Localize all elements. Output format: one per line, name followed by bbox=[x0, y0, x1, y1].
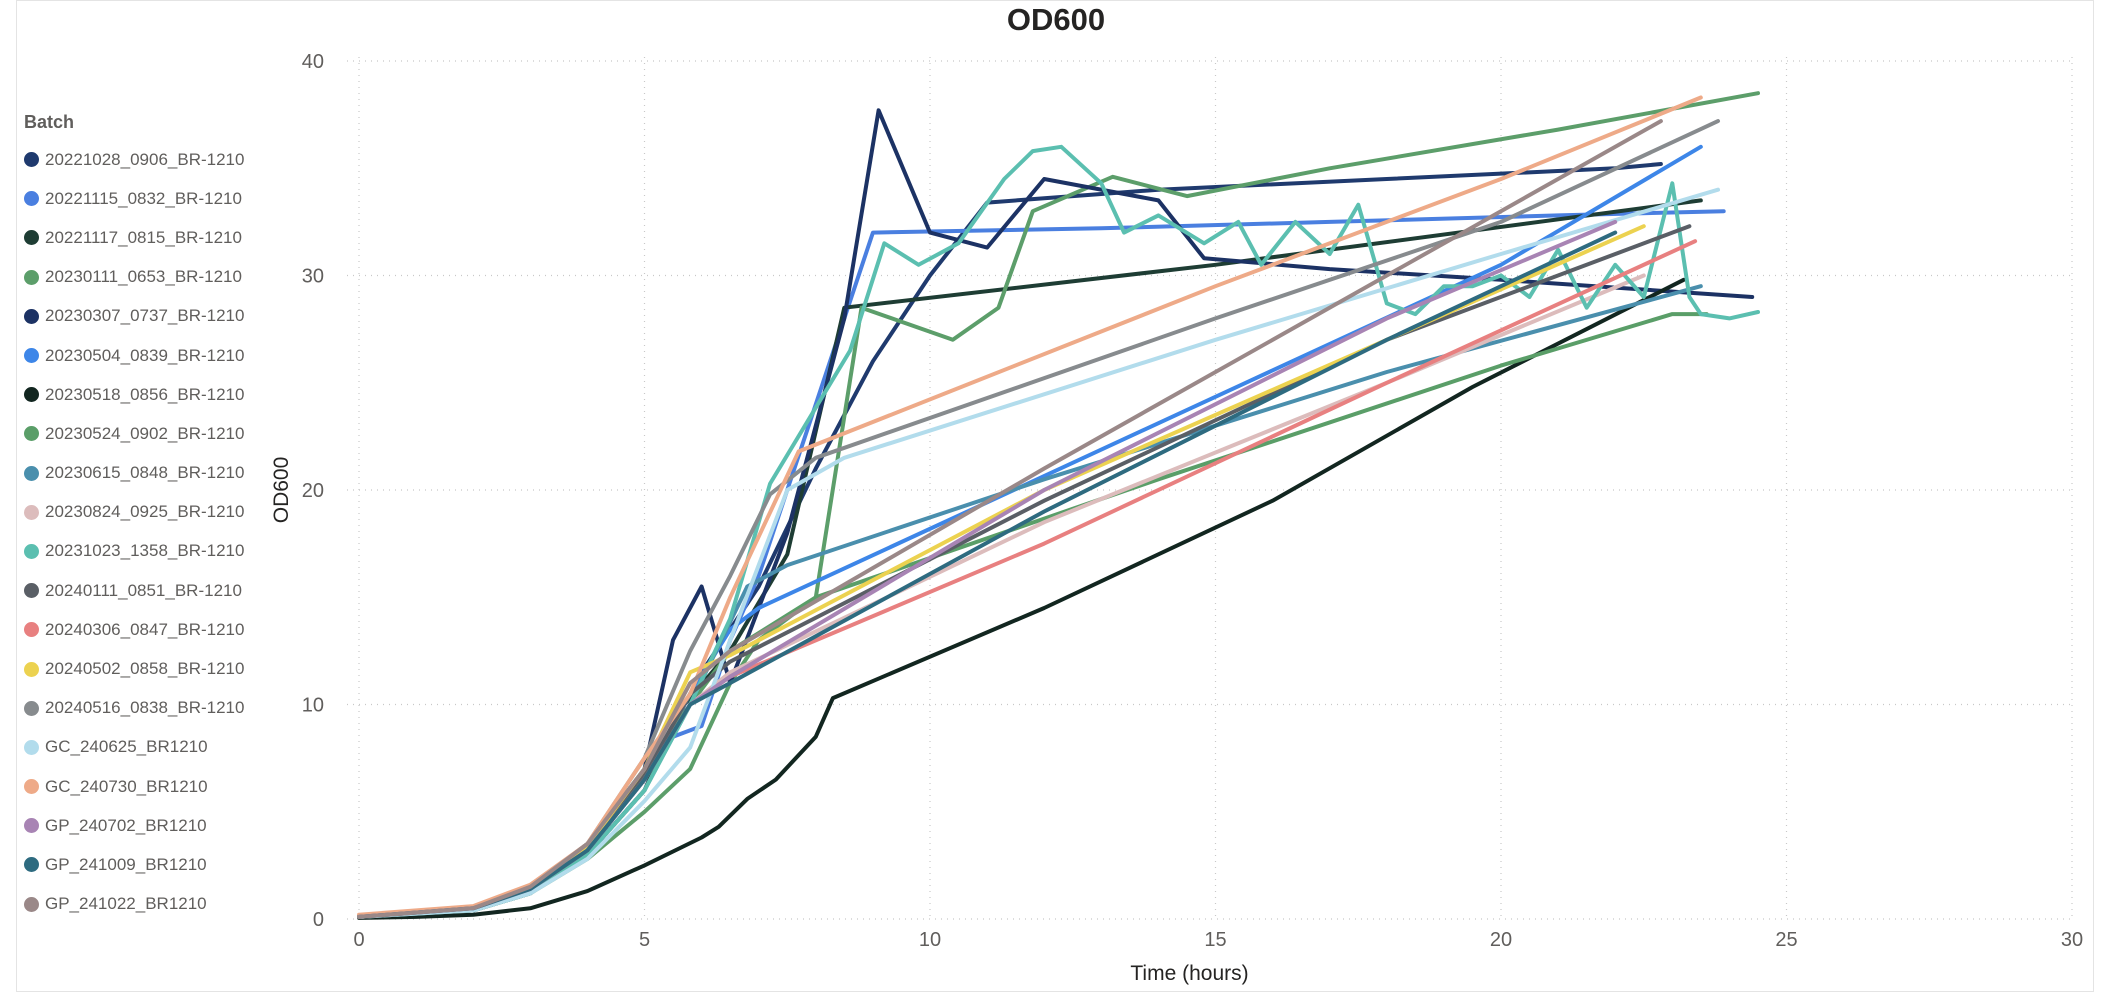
legend-marker-icon bbox=[24, 426, 39, 442]
legend-item[interactable]: GC_240625_BR1210 bbox=[24, 728, 244, 767]
series-line-19[interactable] bbox=[357, 230, 1618, 919]
legend-marker-icon bbox=[24, 348, 39, 364]
legend-item[interactable]: 20231023_1358_BR-1210 bbox=[24, 532, 244, 571]
legend-marker-icon bbox=[24, 622, 39, 638]
legend-marker-icon bbox=[24, 230, 39, 246]
legend-item[interactable]: 20230524_0902_BR-1210 bbox=[24, 414, 244, 453]
legend-marker-icon bbox=[24, 583, 39, 599]
legend-marker-icon bbox=[24, 857, 39, 873]
series-line-2[interactable] bbox=[357, 209, 1726, 919]
legend-label: 20230824_0925_BR-1210 bbox=[45, 502, 245, 522]
legend-label: 20230504_0839_BR-1210 bbox=[45, 345, 245, 365]
legend-marker-icon bbox=[24, 191, 39, 207]
legend-label: 20231023_1358_BR-1210 bbox=[45, 541, 245, 561]
x-axis-title: Time (hours) bbox=[1130, 962, 1248, 985]
legend-label: 20221028_0906_BR-1210 bbox=[45, 149, 245, 169]
chart-frame bbox=[16, 0, 2094, 992]
series-line-12[interactable] bbox=[357, 224, 1692, 919]
legend-label: 20240111_0851_BR-1210 bbox=[45, 580, 242, 600]
legend-label: GC_240625_BR1210 bbox=[45, 737, 208, 757]
y-tick-label: 0 bbox=[313, 909, 324, 931]
legend-marker-icon bbox=[24, 269, 39, 285]
tick-labels: 0 10 20 30 40 0 5 10 15 20 25 30 bbox=[302, 51, 2083, 951]
series-line-9[interactable] bbox=[357, 284, 1703, 919]
legend-marker-icon bbox=[24, 661, 39, 677]
legend-item[interactable]: 20230111_0653_BR-1210 bbox=[24, 258, 244, 297]
series-line-6[interactable] bbox=[357, 144, 1703, 919]
x-tick-label: 0 bbox=[353, 929, 364, 951]
series-lines bbox=[357, 91, 1760, 920]
x-tick-label: 5 bbox=[639, 929, 650, 951]
legend-label: 20230307_0737_BR-1210 bbox=[45, 306, 245, 326]
legend-marker-icon bbox=[24, 779, 39, 795]
legend-label: 20230615_0848_BR-1210 bbox=[45, 463, 245, 483]
legend-marker-icon bbox=[24, 700, 39, 716]
series-line-8[interactable] bbox=[357, 312, 1709, 919]
series-line-3[interactable] bbox=[357, 198, 1703, 919]
x-tick-label: 15 bbox=[1204, 929, 1226, 951]
legend-label: 20221117_0815_BR-1210 bbox=[45, 227, 242, 247]
legend-marker-icon bbox=[24, 152, 39, 168]
legend-item[interactable]: 20230615_0848_BR-1210 bbox=[24, 454, 244, 493]
legend-item[interactable]: 20221115_0832_BR-1210 bbox=[24, 179, 244, 218]
legend-marker-icon bbox=[24, 465, 39, 481]
series-line-14[interactable] bbox=[357, 224, 1646, 919]
legend: Batch 20221028_0906_BR-1210 20221115_0832… bbox=[24, 112, 244, 924]
legend-item[interactable]: 20230307_0737_BR-1210 bbox=[24, 297, 244, 336]
series-line-16[interactable] bbox=[357, 187, 1720, 919]
legend-item[interactable]: GP_241022_BR1210 bbox=[24, 885, 244, 924]
legend-label: 20221115_0832_BR-1210 bbox=[45, 188, 242, 208]
legend-item[interactable]: GC_240730_BR1210 bbox=[24, 767, 244, 806]
legend-item[interactable]: GP_240702_BR1210 bbox=[24, 806, 244, 845]
legend-label: GP_241022_BR1210 bbox=[45, 894, 207, 914]
legend-marker-icon bbox=[24, 308, 39, 324]
y-tick-label: 40 bbox=[302, 51, 324, 73]
series-line-7[interactable] bbox=[357, 277, 1686, 920]
legend-item[interactable]: 20230504_0839_BR-1210 bbox=[24, 336, 244, 375]
legend-item[interactable]: 20230824_0925_BR-1210 bbox=[24, 493, 244, 532]
legend-label: 20230524_0902_BR-1210 bbox=[45, 423, 245, 443]
chart-title: OD600 bbox=[1006, 2, 1106, 37]
legend-label: 20240516_0838_BR-1210 bbox=[45, 698, 245, 718]
y-axis-title: OD600 bbox=[270, 457, 293, 524]
legend-item[interactable]: 20221117_0815_BR-1210 bbox=[24, 218, 244, 257]
legend-item[interactable]: 20240516_0838_BR-1210 bbox=[24, 689, 244, 728]
legend-item[interactable]: 20240111_0851_BR-1210 bbox=[24, 571, 244, 610]
legend-item[interactable]: 20221028_0906_BR-1210 bbox=[24, 140, 244, 179]
x-tick-label: 20 bbox=[1490, 929, 1512, 951]
legend-title: Batch bbox=[24, 112, 75, 132]
y-tick-label: 10 bbox=[302, 695, 324, 717]
x-tick-label: 10 bbox=[919, 929, 941, 951]
legend-label: 20240502_0858_BR-1210 bbox=[45, 659, 245, 679]
y-tick-label: 30 bbox=[302, 266, 324, 288]
legend-label: GP_240702_BR1210 bbox=[45, 815, 207, 835]
x-tick-label: 30 bbox=[2061, 929, 2083, 951]
legend-item[interactable]: 20240502_0858_BR-1210 bbox=[24, 649, 244, 688]
legend-label: 20230518_0856_BR-1210 bbox=[45, 384, 245, 404]
legend-marker-icon bbox=[24, 739, 39, 755]
legend-marker-icon bbox=[24, 504, 39, 520]
y-tick-label: 20 bbox=[302, 480, 324, 502]
legend-label: GP_241009_BR1210 bbox=[45, 854, 207, 874]
legend-item[interactable]: 20230518_0856_BR-1210 bbox=[24, 375, 244, 414]
legend-item[interactable]: GP_241009_BR1210 bbox=[24, 845, 244, 884]
legend-marker-icon bbox=[24, 818, 39, 834]
legend-marker-icon bbox=[24, 387, 39, 403]
legend-marker-icon bbox=[24, 543, 39, 559]
legend-label: 20230111_0653_BR-1210 bbox=[45, 267, 242, 287]
legend-marker-icon bbox=[24, 896, 39, 912]
legend-label: GC_240730_BR1210 bbox=[45, 776, 208, 796]
legend-item[interactable]: 20240306_0847_BR-1210 bbox=[24, 610, 244, 649]
legend-label: 20240306_0847_BR-1210 bbox=[45, 619, 245, 639]
x-tick-label: 25 bbox=[1775, 929, 1797, 951]
series-line-20[interactable] bbox=[357, 119, 1663, 919]
